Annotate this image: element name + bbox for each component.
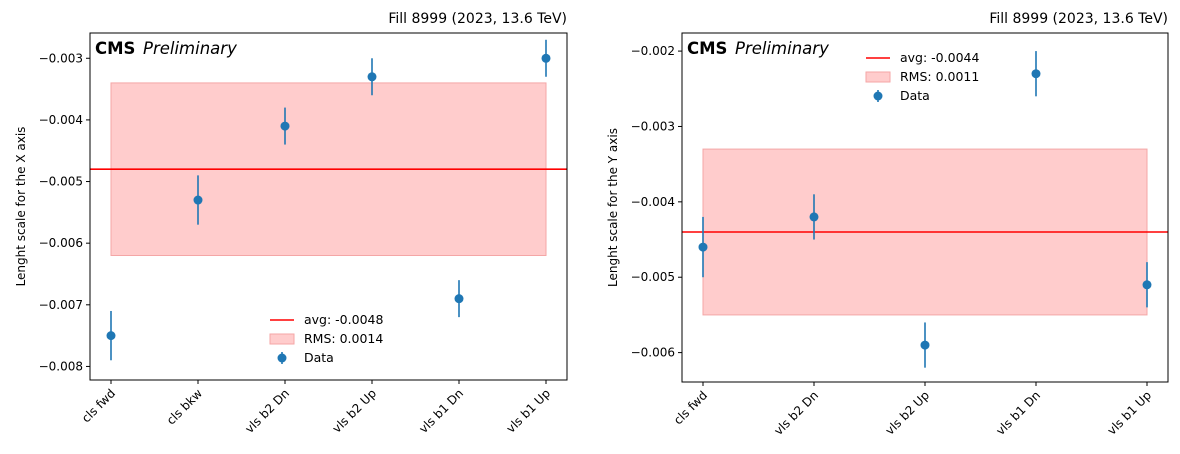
data-point xyxy=(280,107,290,145)
y-axis-label: Lenght scale for the Y axis xyxy=(606,128,620,287)
cms-label: CMS xyxy=(95,39,135,58)
data-marker xyxy=(280,121,290,131)
x-tick-label: vls b2 Up xyxy=(883,388,932,437)
legend-rms-label: RMS: 0.0014 xyxy=(304,331,383,346)
y-tick-label: −0.007 xyxy=(39,298,83,312)
legend-data-marker xyxy=(873,91,883,101)
data-point xyxy=(1142,262,1152,308)
y-tick-label: −0.004 xyxy=(631,195,675,209)
y-tick-label: −0.003 xyxy=(39,51,83,65)
x-tick-label: vls b1 Dn xyxy=(416,386,466,436)
data-marker xyxy=(454,294,464,304)
y-tick-label: −0.005 xyxy=(39,175,83,189)
x-tick-label: vls b1 Up xyxy=(504,386,553,435)
y-tick-label: −0.002 xyxy=(631,44,675,58)
y-tick-label: −0.006 xyxy=(631,346,675,360)
x-tick-label: vls b2 Dn xyxy=(242,386,292,436)
x-tick-label: vls b2 Dn xyxy=(771,388,821,438)
x-tick-label: vls b1 Dn xyxy=(993,388,1043,438)
legend-rms-swatch xyxy=(269,333,295,345)
data-marker xyxy=(106,331,116,341)
x-tick-label: vls b2 Up xyxy=(330,386,379,435)
chart-title: Fill 8999 (2023, 13.6 TeV) xyxy=(388,11,567,27)
data-marker xyxy=(920,340,930,350)
data-point xyxy=(454,280,464,318)
x-tick-label: cls fwd xyxy=(671,388,710,427)
y-axis-label: Lenght scale for the X axis xyxy=(14,127,28,287)
legend-avg-label: avg: -0.0048 xyxy=(304,312,383,327)
y-tick-label: −0.008 xyxy=(39,359,83,373)
y-tick-label: −0.003 xyxy=(631,119,675,133)
data-marker xyxy=(698,242,708,252)
data-marker xyxy=(1031,69,1041,79)
x-tick-label: cls fwd xyxy=(79,386,118,425)
legend: avg: -0.0048 RMS: 0.0014 Data xyxy=(269,312,383,365)
chart-1: −0.008 −0.007 −0.006 −0.005 −0.004 −0.003 cls … xyxy=(14,11,568,436)
data-marker xyxy=(541,53,551,63)
data-point xyxy=(367,58,377,96)
plot-frame xyxy=(89,32,568,381)
x-tick-label: vls b1 Up xyxy=(1105,388,1154,437)
data-point xyxy=(541,39,551,77)
data-point xyxy=(193,175,203,225)
data-marker xyxy=(1142,280,1152,290)
legend-data-marker xyxy=(277,353,287,363)
cms-label: CMS xyxy=(687,39,727,58)
data-point xyxy=(920,322,930,368)
legend-data-label: Data xyxy=(304,350,334,365)
chart-2: −0.006 −0.005 −0.004 −0.003 −0.002 cls fwd vls… xyxy=(606,11,1169,438)
legend-avg-label: avg: -0.0044 xyxy=(900,50,979,65)
cms-status: Preliminary xyxy=(735,39,829,58)
legend-rms-label: RMS: 0.0011 xyxy=(900,69,979,84)
legend: avg: -0.0044 RMS: 0.0011 Data xyxy=(865,50,979,103)
data-marker xyxy=(809,212,819,222)
y-tick-label: −0.004 xyxy=(39,113,83,127)
data-marker xyxy=(193,195,203,205)
data-point xyxy=(106,310,116,361)
y-tick-label: −0.006 xyxy=(39,236,83,250)
data-point xyxy=(1031,51,1041,97)
legend-rms-swatch xyxy=(865,71,891,83)
data-point xyxy=(698,216,708,278)
data-point xyxy=(809,194,819,240)
chart-title: Fill 8999 (2023, 13.6 TeV) xyxy=(989,11,1168,27)
cms-status: Preliminary xyxy=(143,39,237,58)
y-tick-label: −0.005 xyxy=(631,270,675,284)
x-tick-label: cls bkw xyxy=(164,386,205,427)
legend-data-label: Data xyxy=(900,88,930,103)
data-marker xyxy=(367,72,377,82)
